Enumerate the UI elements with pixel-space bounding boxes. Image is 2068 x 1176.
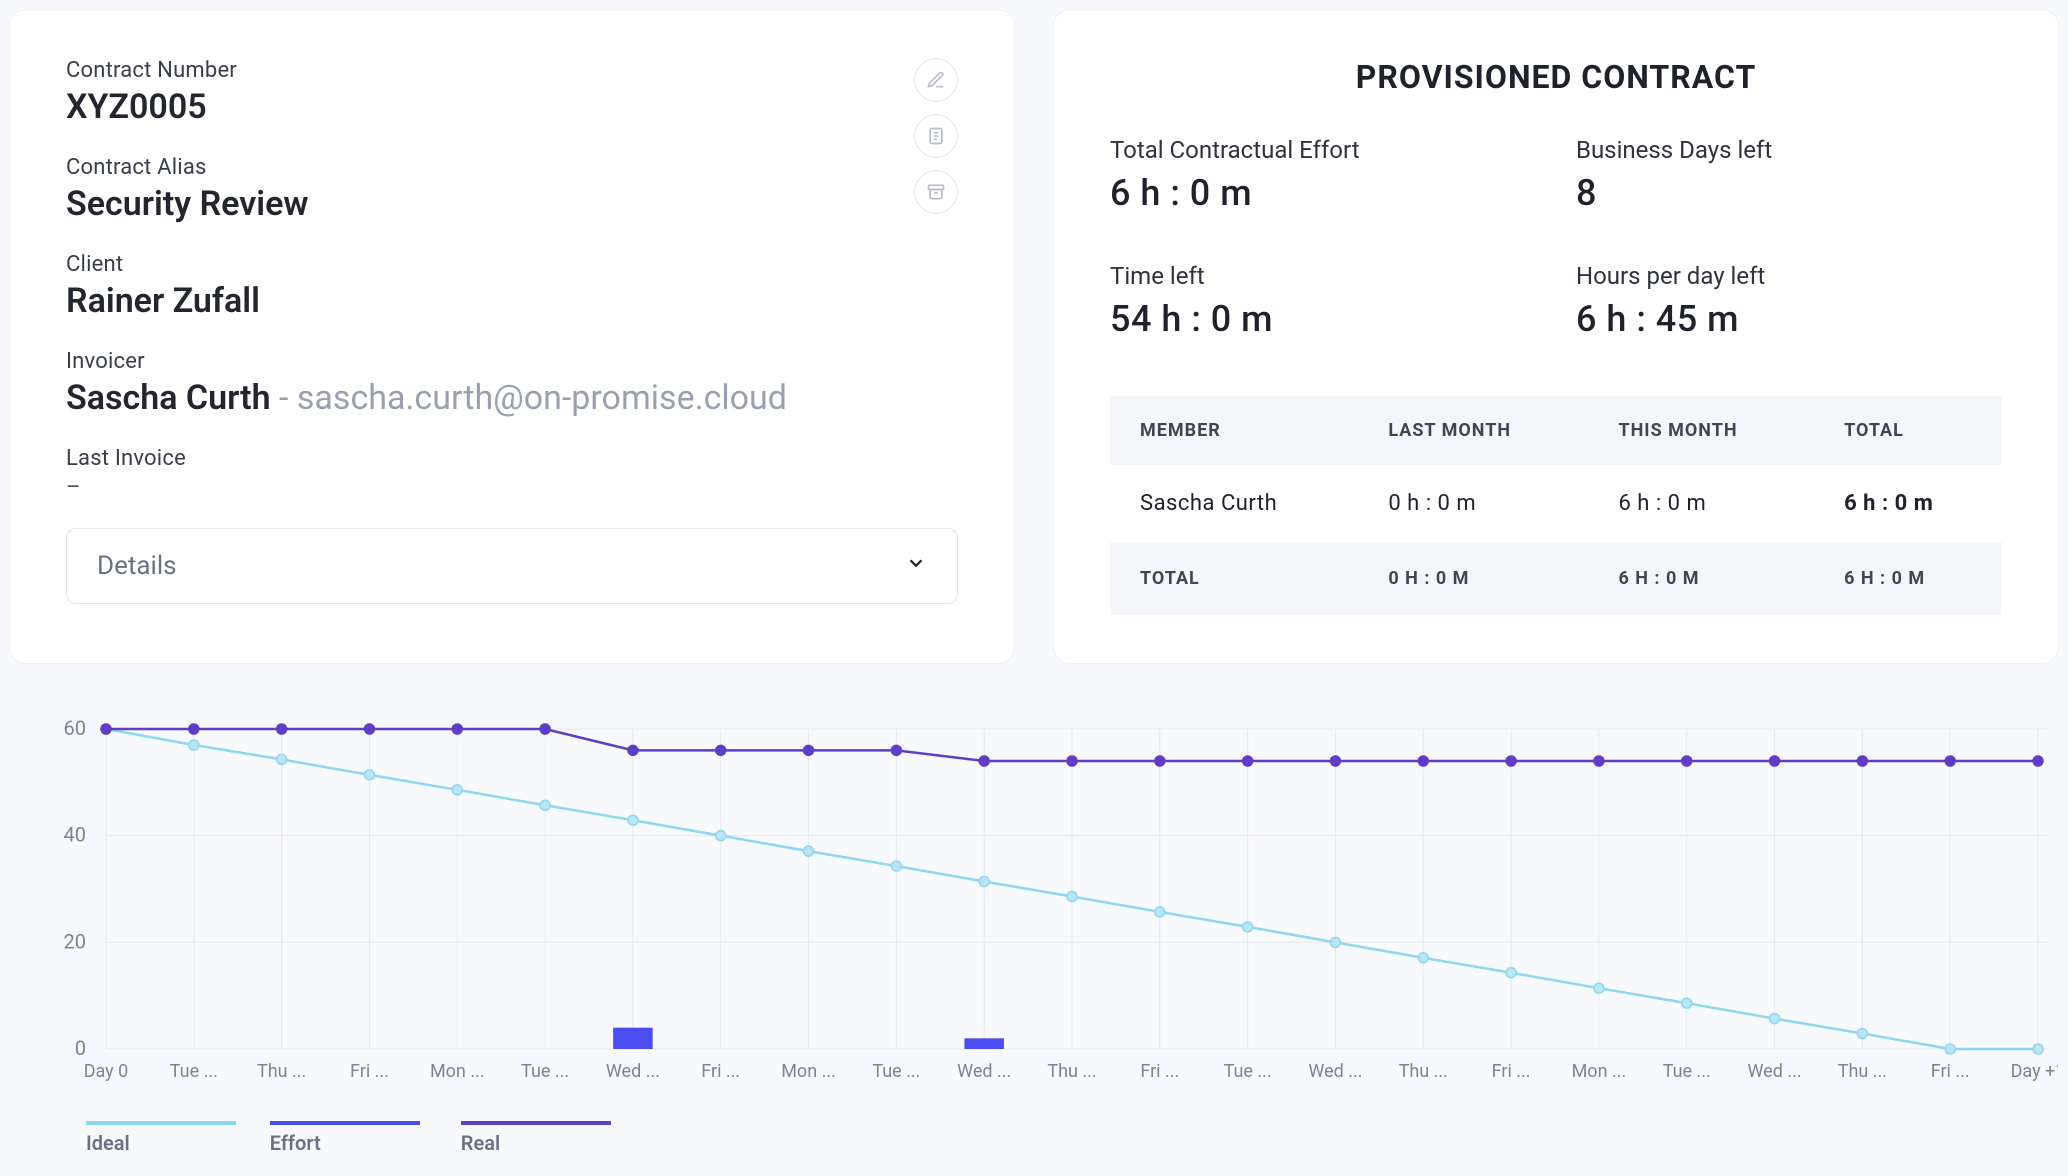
stat-label: Total Contractual Effort [1110, 136, 1536, 164]
effort-table: MEMBER LAST MONTH THIS MONTH TOTAL Sasch… [1110, 396, 2002, 615]
stat-value: 8 [1576, 172, 2002, 214]
stat-time-left: Time left 54 h : 0 m [1110, 262, 1536, 340]
td-total: 6 h : 0 m [1814, 465, 2002, 542]
svg-text:Tue ...: Tue ... [521, 1061, 569, 1082]
stat-hpd: Hours per day left 6 h : 45 m [1576, 262, 2002, 340]
stats-grid: Total Contractual Effort 6 h : 0 m Busin… [1110, 136, 2002, 340]
svg-text:Thu ...: Thu ... [257, 1061, 306, 1082]
details-toggle[interactable]: Details [66, 528, 958, 604]
svg-text:Thu ...: Thu ... [1047, 1061, 1096, 1082]
svg-text:Tue ...: Tue ... [170, 1061, 218, 1082]
svg-text:Wed ...: Wed ... [606, 1061, 660, 1082]
svg-text:60: 60 [64, 719, 86, 740]
svg-text:Thu ...: Thu ... [1399, 1061, 1448, 1082]
provisioned-title: PROVISIONED CONTRACT [1110, 58, 2002, 96]
svg-text:Day +1: Day +1 [2011, 1061, 2058, 1082]
svg-text:Fri ...: Fri ... [1492, 1061, 1531, 1082]
chevron-down-icon [905, 551, 927, 581]
svg-text:20: 20 [64, 929, 86, 953]
invoicer-sep: - [271, 378, 297, 418]
invoicer-name: Sascha Curth [66, 378, 271, 418]
svg-text:Fri ...: Fri ... [1140, 1061, 1179, 1082]
legend-ideal[interactable]: Ideal [86, 1121, 130, 1155]
table-total-row: TOTAL 0 H : 0 M 6 H : 0 M 6 H : 0 M [1110, 542, 2002, 615]
contract-alias-value: Security Review [66, 184, 958, 224]
card-actions [914, 58, 958, 214]
table-row: Sascha Curth 0 h : 0 m 6 h : 0 m 6 h : 0… [1110, 465, 2002, 542]
svg-text:Tue ...: Tue ... [872, 1061, 920, 1082]
invoicer-value: Sascha Curth - sascha.curth@on-promise.c… [66, 378, 958, 418]
client-value: Rainer Zufall [66, 281, 958, 321]
document-icon[interactable] [914, 114, 958, 158]
svg-text:Mon ...: Mon ... [781, 1061, 836, 1082]
chart-legend: Ideal Effort Real [10, 1121, 2058, 1155]
stat-label: Time left [1110, 262, 1536, 290]
svg-text:Fri ...: Fri ... [701, 1061, 740, 1082]
svg-text:Thu ...: Thu ... [1838, 1061, 1887, 1082]
table-header-row: MEMBER LAST MONTH THIS MONTH TOTAL [1110, 396, 2002, 465]
stat-label: Business Days left [1576, 136, 2002, 164]
stat-label: Hours per day left [1576, 262, 2002, 290]
burndown-chart: 0 20 40 60 Day 0 Tue ... Thu ... Fri ... Mon ...… [10, 719, 2058, 1155]
stat-biz-days: Business Days left 8 [1576, 136, 2002, 214]
contract-number-label: Contract Number [66, 58, 958, 83]
stat-value: 54 h : 0 m [1110, 298, 1536, 340]
client-label: Client [66, 252, 958, 277]
last-invoice-label: Last Invoice [66, 446, 958, 471]
edit-icon[interactable] [914, 58, 958, 102]
svg-text:0: 0 [75, 1036, 86, 1060]
svg-text:Fri ...: Fri ... [350, 1061, 389, 1082]
legend-real[interactable]: Real [461, 1121, 500, 1155]
legend-effort-label: Effort [270, 1131, 321, 1155]
stat-total-effort: Total Contractual Effort 6 h : 0 m [1110, 136, 1536, 214]
svg-text:Wed ...: Wed ... [1747, 1061, 1801, 1082]
td-member: Sascha Curth [1110, 465, 1358, 542]
svg-text:40: 40 [64, 823, 86, 847]
td-total: 6 H : 0 M [1814, 542, 2002, 615]
svg-text:Wed ...: Wed ... [957, 1061, 1011, 1082]
th-member: MEMBER [1110, 396, 1358, 465]
chart-svg: 0 20 40 60 Day 0 Tue ... Thu ... Fri ... Mon ...… [10, 719, 2058, 1099]
contract-summary-card: Contract Number XYZ0005 Contract Alias S… [10, 10, 1014, 663]
contract-number-value: XYZ0005 [66, 87, 958, 127]
contract-alias-label: Contract Alias [66, 155, 958, 180]
td-this: 6 H : 0 M [1588, 542, 1814, 615]
th-last-month: LAST MONTH [1358, 396, 1588, 465]
th-this-month: THIS MONTH [1588, 396, 1814, 465]
last-invoice-value: – [66, 475, 958, 500]
invoicer-label: Invoicer [66, 349, 958, 374]
stat-value: 6 h : 45 m [1576, 298, 2002, 340]
td-this: 6 h : 0 m [1588, 465, 1814, 542]
td-last: 0 H : 0 M [1358, 542, 1588, 615]
svg-text:Fri ...: Fri ... [1931, 1061, 1970, 1082]
svg-text:Tue ...: Tue ... [1663, 1061, 1711, 1082]
archive-icon[interactable] [914, 170, 958, 214]
legend-effort[interactable]: Effort [270, 1121, 321, 1155]
legend-real-label: Real [461, 1131, 500, 1155]
stat-value: 6 h : 0 m [1110, 172, 1536, 214]
invoicer-email: sascha.curth@on-promise.cloud [297, 378, 787, 418]
svg-text:Mon ...: Mon ... [1572, 1061, 1627, 1082]
th-total: TOTAL [1814, 396, 2002, 465]
svg-text:Tue ...: Tue ... [1224, 1061, 1272, 1082]
svg-text:Wed ...: Wed ... [1308, 1061, 1362, 1082]
details-label: Details [97, 551, 177, 581]
svg-text:Day 0: Day 0 [84, 1061, 129, 1082]
td-member: TOTAL [1110, 542, 1358, 615]
provisioned-contract-card: PROVISIONED CONTRACT Total Contractual E… [1054, 10, 2058, 663]
legend-ideal-label: Ideal [86, 1131, 130, 1155]
td-last: 0 h : 0 m [1358, 465, 1588, 542]
svg-text:Mon ...: Mon ... [430, 1061, 485, 1082]
